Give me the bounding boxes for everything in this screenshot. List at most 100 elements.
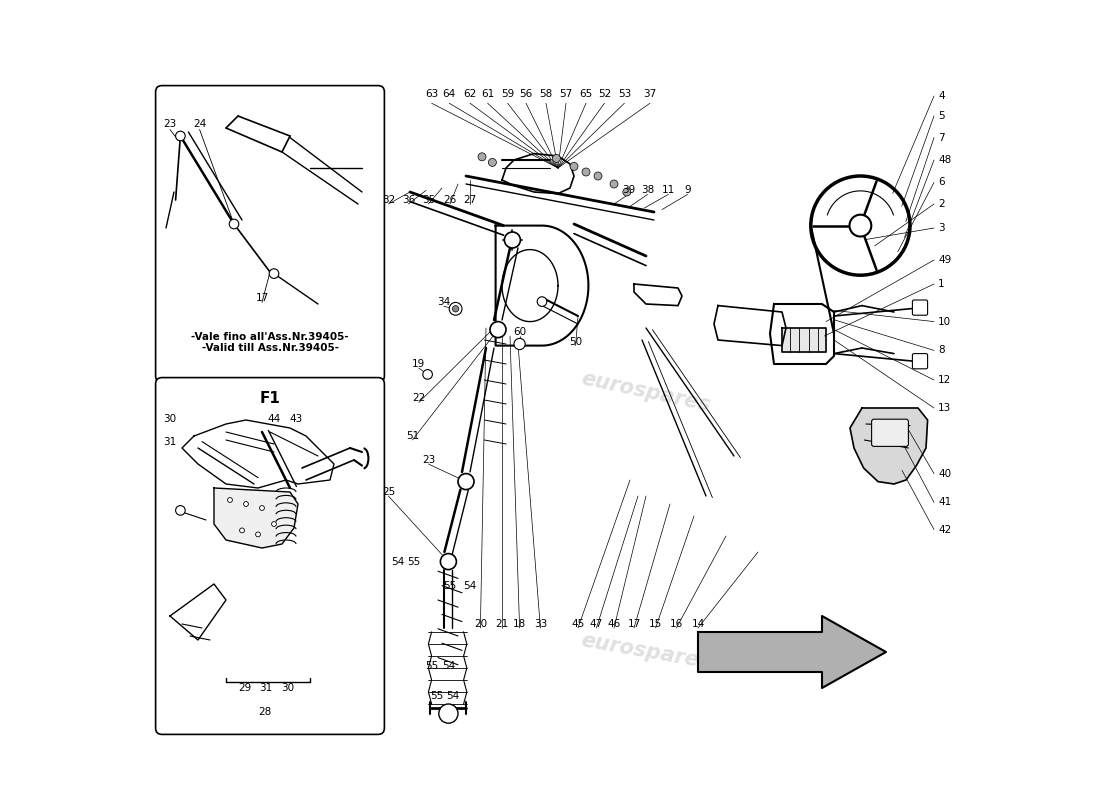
Circle shape — [176, 506, 185, 515]
Text: 38: 38 — [641, 186, 654, 195]
Text: 32: 32 — [382, 195, 395, 205]
Text: 39: 39 — [621, 186, 635, 195]
Text: 10: 10 — [938, 317, 952, 326]
Text: 11: 11 — [662, 186, 675, 195]
Circle shape — [176, 131, 185, 141]
Text: 15: 15 — [649, 619, 662, 629]
Text: 65: 65 — [580, 89, 593, 98]
Circle shape — [849, 214, 871, 237]
Text: 6: 6 — [938, 178, 945, 187]
Text: 64: 64 — [442, 89, 455, 98]
FancyBboxPatch shape — [155, 378, 384, 734]
Circle shape — [458, 474, 474, 490]
Circle shape — [439, 704, 458, 723]
Circle shape — [243, 502, 249, 506]
Polygon shape — [634, 284, 682, 306]
Circle shape — [582, 168, 590, 176]
Text: 43: 43 — [289, 414, 302, 424]
Text: 45: 45 — [571, 619, 584, 629]
Text: 4: 4 — [938, 91, 945, 101]
Text: 24: 24 — [192, 119, 206, 129]
Circle shape — [229, 219, 239, 229]
Text: eurospares: eurospares — [220, 222, 352, 282]
Text: 18: 18 — [513, 619, 526, 629]
Text: 23: 23 — [164, 119, 177, 129]
Circle shape — [610, 180, 618, 188]
Text: F1: F1 — [260, 391, 280, 406]
Text: 55: 55 — [443, 581, 456, 590]
Text: 17: 17 — [627, 619, 640, 629]
Text: 51: 51 — [406, 431, 419, 441]
Text: 56: 56 — [519, 89, 532, 98]
Polygon shape — [850, 408, 927, 484]
Text: 54: 54 — [463, 581, 476, 590]
Text: 52: 52 — [597, 89, 611, 98]
Circle shape — [488, 158, 496, 166]
Text: 55: 55 — [407, 557, 420, 566]
Text: 25: 25 — [382, 487, 395, 497]
Circle shape — [270, 269, 278, 278]
Text: 2: 2 — [938, 199, 945, 209]
Text: 57: 57 — [560, 89, 573, 98]
Text: 63: 63 — [425, 89, 438, 98]
Text: 59: 59 — [500, 89, 514, 98]
Circle shape — [594, 172, 602, 180]
Text: 46: 46 — [607, 619, 620, 629]
Text: 12: 12 — [938, 375, 952, 385]
Polygon shape — [496, 226, 588, 346]
Circle shape — [490, 322, 506, 338]
Circle shape — [228, 498, 232, 502]
Circle shape — [514, 338, 525, 350]
Polygon shape — [782, 328, 826, 352]
Text: 55: 55 — [430, 691, 443, 701]
Text: 35: 35 — [421, 195, 434, 205]
Text: 58: 58 — [539, 89, 552, 98]
Text: 50: 50 — [569, 337, 582, 346]
Text: eurospares: eurospares — [580, 630, 713, 674]
Text: 40: 40 — [938, 469, 952, 478]
Text: eurospares: eurospares — [580, 369, 713, 415]
Text: 3: 3 — [938, 223, 945, 233]
Text: 41: 41 — [938, 498, 952, 507]
Text: 20: 20 — [474, 619, 487, 629]
Circle shape — [537, 297, 547, 306]
Text: 30: 30 — [164, 414, 177, 424]
Text: 36: 36 — [402, 195, 415, 205]
Text: 27: 27 — [463, 195, 476, 205]
Text: 62: 62 — [463, 89, 476, 98]
Text: 49: 49 — [938, 255, 952, 265]
Text: 7: 7 — [938, 133, 945, 142]
Text: 61: 61 — [481, 89, 494, 98]
Text: 23: 23 — [421, 455, 434, 465]
Circle shape — [449, 302, 462, 315]
Polygon shape — [770, 304, 834, 364]
Text: 44: 44 — [267, 414, 280, 424]
Text: 17: 17 — [255, 293, 268, 302]
Text: 21: 21 — [495, 619, 508, 629]
Text: 31: 31 — [260, 683, 273, 693]
Polygon shape — [698, 616, 886, 688]
Text: 16: 16 — [670, 619, 683, 629]
Text: 55: 55 — [425, 661, 438, 670]
Text: 29: 29 — [238, 683, 251, 693]
Circle shape — [272, 522, 276, 526]
Circle shape — [452, 306, 459, 312]
Text: 33: 33 — [534, 619, 547, 629]
Circle shape — [255, 532, 261, 537]
Circle shape — [240, 528, 244, 533]
Circle shape — [505, 232, 520, 248]
Text: 60: 60 — [513, 327, 526, 337]
Text: 9: 9 — [684, 186, 691, 195]
Text: 26: 26 — [443, 195, 456, 205]
Text: 28: 28 — [257, 707, 271, 717]
Text: 31: 31 — [164, 437, 177, 446]
Text: 54: 54 — [392, 557, 405, 566]
Text: 22: 22 — [412, 394, 426, 403]
Text: 8: 8 — [938, 346, 945, 355]
Text: 53: 53 — [618, 89, 631, 98]
Polygon shape — [214, 488, 298, 548]
Circle shape — [478, 153, 486, 161]
Text: 54: 54 — [442, 661, 455, 670]
Text: 54: 54 — [446, 691, 459, 701]
Text: -Vale fino all'Ass.Nr.39405-
-Valid till Ass.Nr.39405-: -Vale fino all'Ass.Nr.39405- -Valid till… — [191, 331, 349, 354]
